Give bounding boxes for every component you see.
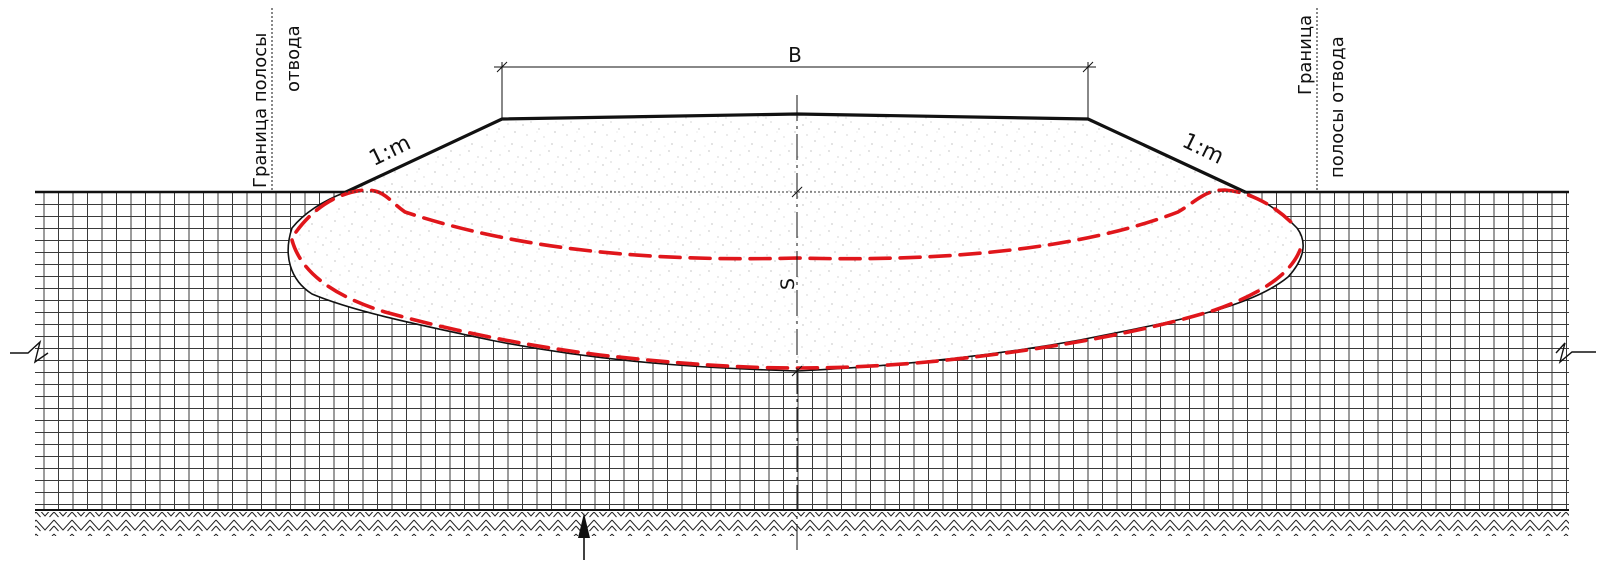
width-b-label: B — [788, 43, 802, 67]
right-boundary-label-line1: Граница — [1295, 15, 1316, 95]
settlement-s-label: S — [777, 278, 799, 290]
embankment-body — [288, 114, 1304, 371]
right-boundary-label-line2: полосы отвода — [1327, 36, 1348, 178]
dimension-s: S — [777, 186, 803, 377]
left-boundary: Граница полосы отвода — [250, 8, 304, 192]
break-symbol-icon — [10, 339, 49, 364]
soil-hatch-icon — [35, 512, 1569, 536]
break-symbol-icon — [1555, 342, 1596, 364]
left-boundary-label-line2: отвода — [283, 25, 304, 92]
dimension-b: B — [494, 43, 1096, 119]
up-arrow-icon — [578, 513, 590, 560]
left-boundary-label-line1: Граница полосы — [250, 33, 271, 188]
right-boundary: Граница полосы отвода — [1295, 8, 1348, 192]
